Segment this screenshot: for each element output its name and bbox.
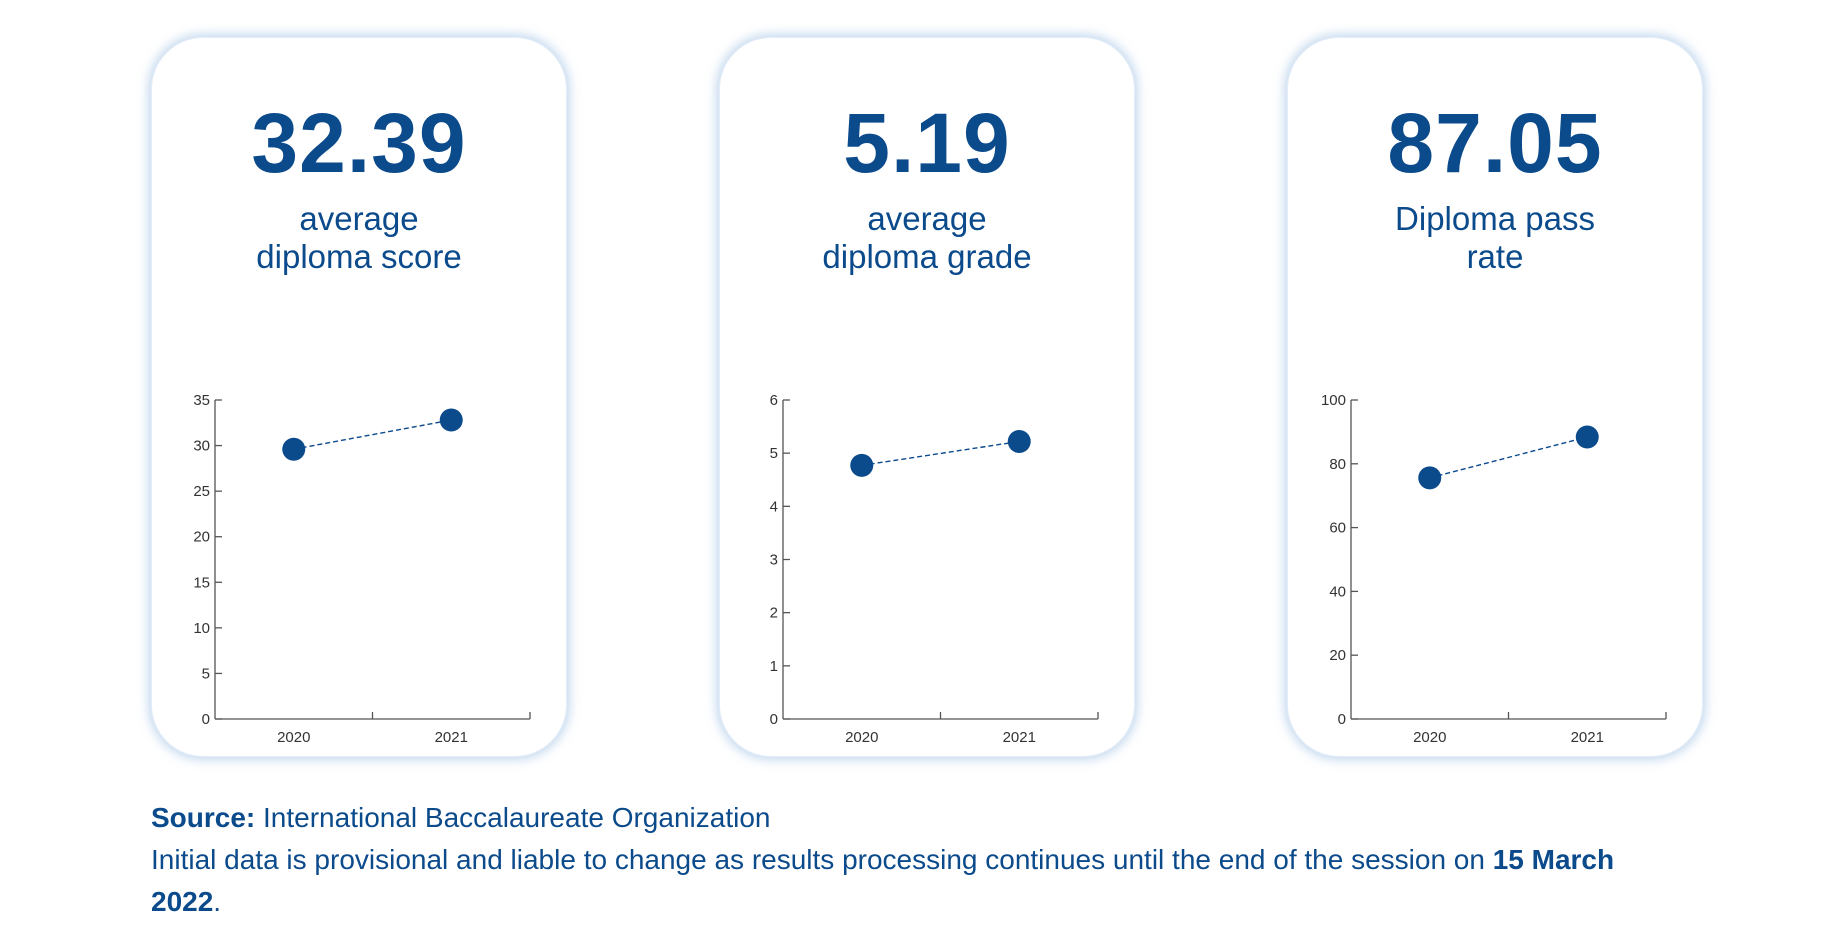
headline-value: 32.39 [251, 96, 467, 190]
source-line: Source: International Baccalaureate Orga… [151, 797, 1651, 839]
data-point [850, 453, 874, 477]
y-tick-label: 100 [1321, 392, 1346, 409]
chart-diploma-grade: 0 1 2 3 4 5 6 2020 2021 [770, 392, 1099, 746]
y-tick-label: 40 [1329, 583, 1346, 600]
card-pass-rate: 87.05 Diploma pass rate 0 20 40 60 80 100 2020… [1287, 37, 1703, 757]
data-point [1418, 466, 1442, 490]
card-label: Diploma pass rate [1395, 200, 1595, 275]
x-tick-label: 2021 [435, 729, 468, 746]
y-tick-label: 3 [770, 552, 778, 569]
x-tick-label: 2020 [1413, 729, 1446, 746]
y-tick-label: 10 [193, 620, 210, 637]
y-tick-label: 1 [770, 658, 778, 675]
x-tick-label: 2020 [277, 729, 310, 746]
x-tick-label: 2021 [1003, 729, 1036, 746]
source-label: Source: [151, 802, 256, 833]
y-tick-label: 4 [770, 498, 778, 515]
y-tick-label: 80 [1329, 456, 1346, 473]
y-tick-label: 5 [770, 445, 778, 462]
y-tick-label: 0 [202, 711, 210, 728]
trend-line [1429, 436, 1588, 479]
card-diploma-score: 32.39 average diploma score 0 5 10 15 20 25 30… [151, 37, 567, 757]
note-text: Initial data is provisional and liable t… [151, 844, 1493, 875]
y-tick-label: 30 [193, 438, 210, 455]
data-point [1007, 429, 1031, 453]
headline-value: 5.19 [843, 96, 1011, 190]
y-tick-label: 20 [193, 529, 210, 546]
y-tick-label: 0 [770, 711, 778, 728]
y-tick-label: 5 [202, 665, 210, 682]
data-point [282, 437, 306, 461]
y-tick-label: 0 [1338, 711, 1346, 728]
y-tick-label: 6 [770, 392, 778, 409]
source-text: International Baccalaureate Organization [255, 802, 771, 833]
card-label: average diploma grade [822, 200, 1032, 275]
card-diploma-grade: 5.19 average diploma grade 0 1 2 3 4 5 6 2020 20… [719, 37, 1135, 757]
y-tick-label: 60 [1329, 520, 1346, 537]
note-date: 15 March 2022 [151, 844, 1615, 917]
x-tick-label: 2020 [845, 729, 878, 746]
headline-value: 87.05 [1387, 96, 1603, 190]
x-tick-label: 2021 [1571, 729, 1604, 746]
data-point [439, 408, 463, 432]
note-end: . [213, 886, 222, 917]
trend-line [293, 419, 452, 450]
chart-pass-rate: 0 20 40 60 80 100 2020 2021 [1321, 392, 1667, 746]
source-footer: Source: International Baccalaureate Orga… [151, 797, 1651, 923]
note-line: Initial data is provisional and liable t… [151, 839, 1651, 923]
y-tick-label: 2 [770, 605, 778, 622]
chart-diploma-score: 0 5 10 15 20 25 30 35 2020 2021 [193, 392, 531, 746]
y-tick-label: 15 [193, 574, 210, 591]
y-tick-label: 35 [193, 392, 210, 409]
y-tick-label: 20 [1329, 647, 1346, 664]
y-tick-label: 25 [193, 483, 210, 500]
data-point [1575, 425, 1599, 449]
card-label: average diploma score [256, 200, 462, 275]
trend-line [861, 440, 1020, 467]
